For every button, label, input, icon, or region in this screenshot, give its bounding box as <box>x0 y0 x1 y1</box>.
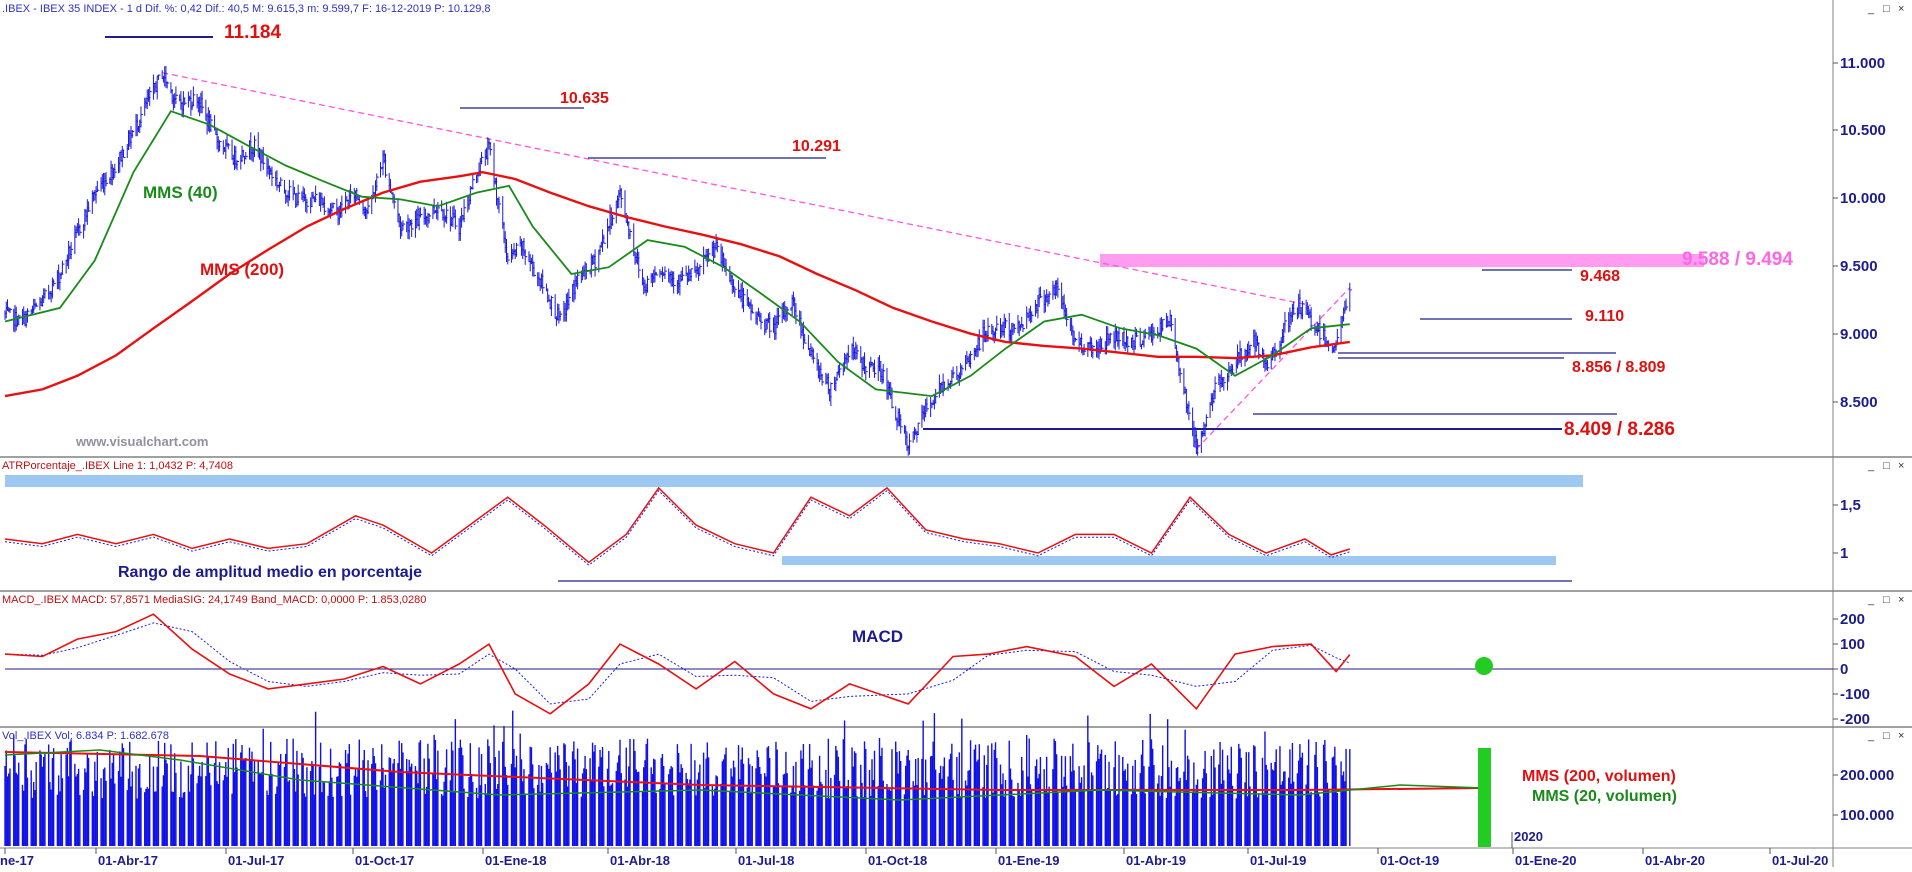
atr-line <box>4 486 1351 564</box>
macd-window-controls[interactable]: _ □ × <box>1867 594 1904 606</box>
macd-axis-tick-label: 0 <box>1840 661 1848 678</box>
volume-header: Vol_.IBEX Vol: 6.834 P: 1.682.678 <box>2 730 169 742</box>
macd-axis-tick-label: 100 <box>1840 636 1865 653</box>
level-label-s3: 8.409 / 8.286 <box>1564 419 1675 440</box>
volume-window-controls[interactable]: _ □ × <box>1867 730 1904 742</box>
x-tick-label: ne-17 <box>0 853 34 867</box>
volume-panel <box>4 710 1485 846</box>
price-panel <box>4 65 1352 456</box>
level-label-h2: 10.635 <box>560 90 609 107</box>
x-tick-label: 01-Jul-17 <box>228 853 284 867</box>
sma40-line <box>4 110 1350 398</box>
macd-label: MACD <box>852 627 903 646</box>
watermark: www.visualchart.com <box>75 434 208 449</box>
atr-axis-tick-label: 1,5 <box>1840 497 1861 514</box>
atr-label: Rango de amplitud medio en porcentaje <box>118 564 422 581</box>
price-axis-tick-label: 11.000 <box>1840 55 1885 72</box>
resistance-band <box>1100 254 1704 267</box>
price-window-controls[interactable]: _ □ × <box>1867 3 1904 15</box>
mms40-label: MMS (40) <box>143 183 218 202</box>
atr-band-low <box>782 556 1556 565</box>
x-tick-label: 01-Ene-19 <box>998 853 1059 867</box>
x-tick-label: 01-Oct-18 <box>868 853 927 867</box>
macd-signal-marker <box>1475 657 1493 675</box>
close-icon[interactable]: × <box>1898 730 1904 742</box>
last-volume-bar <box>1478 748 1491 847</box>
minimize-icon[interactable]: _ <box>1867 594 1875 606</box>
price-axis-tick-label: 9.000 <box>1840 326 1878 343</box>
maximize-icon[interactable]: □ <box>1883 3 1890 15</box>
x-tick-label: 01-Abr-19 <box>1126 853 1186 867</box>
price-axis-tick-label: 8.500 <box>1840 394 1878 411</box>
band-label: 9.588 / 9.494 <box>1682 249 1793 270</box>
level-label-r1: 9.468 <box>1580 268 1620 285</box>
vol-sma20-line <box>4 749 1485 801</box>
vol-sma200-line <box>4 751 1485 791</box>
level-label-h3: 10.291 <box>792 138 841 155</box>
mms20v-label: MMS (20, volumen) <box>1532 788 1677 805</box>
atr-band-top <box>5 475 1583 487</box>
level-label-s2: 8.856 / 8.809 <box>1572 359 1666 376</box>
maximize-icon[interactable]: □ <box>1883 460 1890 472</box>
close-icon[interactable]: × <box>1898 460 1904 472</box>
x-tick-label: 01-Ene-18 <box>485 853 546 867</box>
x-tick-label: 01-Abr-17 <box>98 853 158 867</box>
x-tick-label: 01-Abr-20 <box>1645 853 1705 867</box>
mms200v-label: MMS (200, volumen) <box>1522 768 1676 785</box>
minimize-icon[interactable]: _ <box>1867 3 1875 15</box>
volume-axis-tick-label: 100.000 <box>1840 807 1894 824</box>
macd-line <box>4 613 1351 715</box>
price-header: .IBEX - IBEX 35 INDEX - 1 d Dif. %: 0,42… <box>2 3 491 15</box>
macd-axis-tick-label: -200 <box>1840 711 1870 728</box>
close-icon[interactable]: × <box>1898 3 1904 15</box>
atr-signal-line <box>4 489 1350 566</box>
macd-axis-tick-label: -100 <box>1840 686 1870 703</box>
x-tick-label: 2020 <box>1514 829 1543 844</box>
close-icon[interactable]: × <box>1898 594 1904 606</box>
minimize-icon[interactable]: _ <box>1867 460 1875 472</box>
mms200-label: MMS (200) <box>200 260 284 279</box>
axes: 11.000 10.500 10.000 9.500 9.000 8.500 1,5 1 200… <box>0 55 1894 868</box>
atr-panel <box>4 486 1351 566</box>
trendline-bullish <box>1195 287 1351 450</box>
x-tick-label: 01-Jul-20 <box>1772 853 1828 867</box>
maximize-icon[interactable]: □ <box>1883 730 1890 742</box>
macd-signal-line <box>4 622 1350 705</box>
price-axis-tick-label: 10.500 <box>1840 122 1886 139</box>
atr-header: ATRPorcentaje_.IBEX Line 1: 1,0432 P: 4,… <box>2 460 233 472</box>
x-tick-label: 01-Jul-18 <box>738 853 794 867</box>
macd-axis-tick-label: 200 <box>1840 611 1865 628</box>
trendline-bearish <box>162 71 1312 307</box>
price-axis-tick-label: 10.000 <box>1840 190 1886 207</box>
x-tick-label: 01-Oct-19 <box>1380 853 1439 867</box>
macd-header: MACD_.IBEX MACD: 57,8571 MediaSIG: 24,17… <box>2 594 426 606</box>
minimize-icon[interactable]: _ <box>1867 730 1875 742</box>
level-label-s1: 9.110 <box>1585 308 1624 325</box>
atr-window-controls[interactable]: _ □ × <box>1867 460 1904 472</box>
x-tick-label: 01-Oct-17 <box>355 853 414 867</box>
x-tick-label: 01-Ene-20 <box>1515 853 1576 867</box>
macd-panel <box>4 613 1351 715</box>
sma200-line <box>4 170 1350 398</box>
level-label-top: 11.184 <box>224 22 281 43</box>
price-axis-tick-label: 9.500 <box>1840 258 1878 275</box>
atr-axis-tick-label: 1 <box>1840 545 1848 562</box>
x-tick-label: 01-Abr-18 <box>610 853 670 867</box>
x-tick-label: 01-Jul-19 <box>1250 853 1306 867</box>
maximize-icon[interactable]: □ <box>1883 594 1890 606</box>
volume-axis-tick-label: 200.000 <box>1840 767 1894 784</box>
